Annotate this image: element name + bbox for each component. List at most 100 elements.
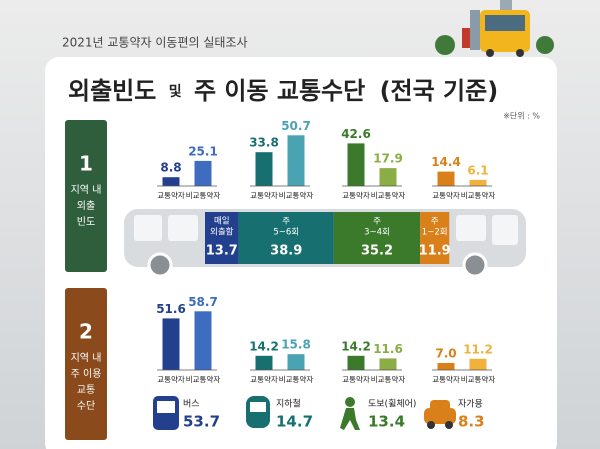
segment-total: 35.2 <box>361 244 393 259</box>
mode-name: 버스 <box>183 399 200 410</box>
section-label: 지역 내 <box>71 184 102 196</box>
bar <box>255 152 273 186</box>
series-label: 교통약자 <box>157 374 185 384</box>
value-label: 51.6 <box>156 302 186 316</box>
bus-window <box>168 215 198 241</box>
mode-total: 53.7 <box>183 413 220 431</box>
series-label: 비교통약자 <box>461 374 496 384</box>
value-label: 14.4 <box>431 155 461 169</box>
series-label: 비교통약자 <box>186 190 221 200</box>
bus-window <box>134 215 162 241</box>
section-label: 빈도 <box>77 216 95 228</box>
value-label: 15.8 <box>281 338 311 352</box>
section-label: 외출 <box>77 200 95 212</box>
title-scope: (전국 기준) <box>380 77 499 105</box>
bar <box>162 177 180 186</box>
value-label: 11.2 <box>463 342 493 356</box>
segment-name: 외출함 <box>210 227 234 238</box>
bar <box>287 135 305 186</box>
mode-name: 지하철 <box>276 399 301 410</box>
title: 외출빈도 및 주 이동 교통수단 (전국 기준) <box>68 77 498 105</box>
mode-name: 자가용 <box>458 399 483 410</box>
series-label: 비교통약자 <box>279 190 314 200</box>
segment-total: 13.7 <box>206 244 238 259</box>
series-label: 비교통약자 <box>371 374 406 384</box>
value-label: 42.6 <box>341 127 371 141</box>
value-label: 8.8 <box>160 161 181 175</box>
mode-total: 14.7 <box>276 413 313 431</box>
series-label: 비교통약자 <box>279 374 314 384</box>
series-label: 교통약자 <box>157 190 185 200</box>
bar <box>194 311 212 370</box>
icon-window <box>250 402 266 412</box>
series-label: 교통약자 <box>250 190 278 200</box>
total-segment <box>205 212 239 264</box>
series-label: 교통약자 <box>342 190 370 200</box>
total-segment <box>420 212 450 264</box>
bus-wheel <box>462 252 488 278</box>
bar <box>347 355 365 370</box>
series-label: 교통약자 <box>342 374 370 384</box>
mode-total: 13.4 <box>368 413 405 431</box>
bar <box>469 179 487 186</box>
bar <box>194 160 212 186</box>
value-label: 58.7 <box>188 295 218 309</box>
icon-wheel <box>445 421 453 429</box>
bus-illustration <box>435 0 554 57</box>
icon <box>340 408 360 430</box>
section-label: 주 이용 <box>71 368 102 380</box>
section-panel <box>65 120 107 272</box>
series-label: 비교통약자 <box>186 374 221 384</box>
section-label: 지역 내 <box>71 352 102 364</box>
bar <box>437 171 455 186</box>
series-label: 교통약자 <box>432 190 460 200</box>
bar <box>379 358 397 370</box>
segment-name: 1~2회 <box>422 228 448 238</box>
mode-total: 8.3 <box>458 413 485 431</box>
title-main: 외출빈도 <box>68 77 156 105</box>
icon <box>430 400 450 412</box>
bar <box>469 358 487 370</box>
series-label: 교통약자 <box>432 374 460 384</box>
segment-name: 3~4회 <box>364 228 390 238</box>
bus-wheel <box>147 252 173 278</box>
section-number: 1 <box>79 152 93 176</box>
icon-window <box>157 401 175 413</box>
segment-total: 38.9 <box>270 244 302 259</box>
value-label: 7.0 <box>435 347 456 361</box>
bar <box>437 363 455 370</box>
series-label: 비교통약자 <box>371 190 406 200</box>
bar <box>162 318 180 370</box>
section-label: 교통 <box>77 384 95 396</box>
bar <box>255 355 273 370</box>
unit-note: ※단위 : % <box>503 111 540 121</box>
section-label: 수단 <box>77 400 95 412</box>
mode-name: 도보(휠체어) <box>368 398 416 410</box>
total-segment <box>238 212 334 264</box>
bus-window <box>456 215 486 241</box>
segment-name: 주 <box>431 217 439 227</box>
total-segment <box>333 212 421 264</box>
segment-name: 5~6회 <box>273 228 299 238</box>
section-number: 2 <box>79 320 93 344</box>
value-label: 14.2 <box>341 339 371 353</box>
bar <box>347 143 365 186</box>
sections: 1지역 내외출빈도8.8교통약자25.1비교통약자매일외출함13.733.8교통… <box>65 119 526 440</box>
value-label: 6.1 <box>467 163 488 177</box>
bar <box>379 168 397 186</box>
value-label: 14.2 <box>249 339 279 353</box>
value-label: 33.8 <box>249 136 279 150</box>
icon <box>424 408 456 424</box>
title-conj: 및 <box>169 83 182 100</box>
bar <box>287 354 305 370</box>
segment-name: 매일 <box>214 217 230 227</box>
series-label: 교통약자 <box>250 374 278 384</box>
icon <box>345 397 355 407</box>
series-label: 비교통약자 <box>461 190 496 200</box>
icon-wheel <box>427 421 435 429</box>
title-rest: 주 이동 교통수단 <box>194 77 365 105</box>
segment-name: 주 <box>282 217 290 227</box>
segment-total: 11.9 <box>419 244 451 259</box>
value-label: 11.6 <box>373 342 403 356</box>
